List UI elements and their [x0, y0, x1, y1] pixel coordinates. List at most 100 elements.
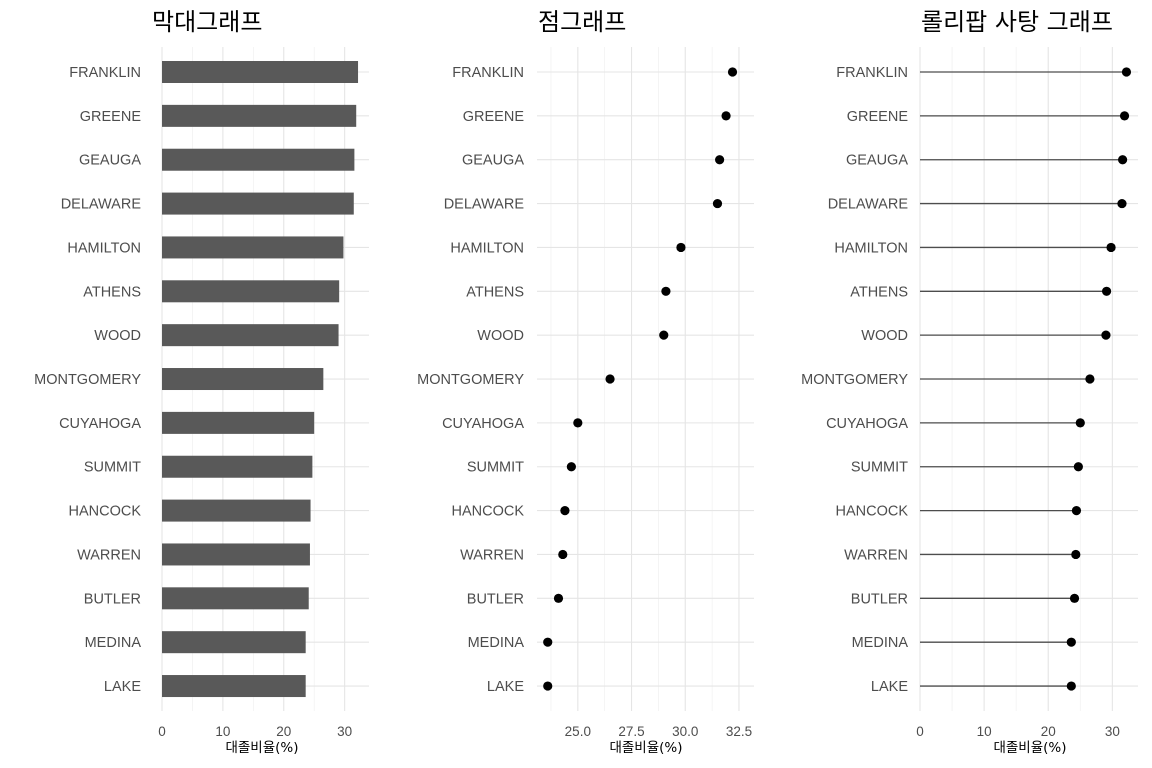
- bar-franklin: [162, 61, 359, 83]
- bar-category-label: DELAWARE: [61, 197, 142, 213]
- lollipop-head-lake: [1066, 681, 1076, 691]
- point-geauga: [715, 155, 725, 165]
- lollipop-category-label: WARREN: [844, 547, 908, 563]
- bar-chart-title: 막대그래프: [152, 8, 262, 36]
- dot-x-tick-label: 30.0: [672, 724, 698, 739]
- bar-chart-panel: 막대그래프 대졸비율(%) 0 10 20 30 FRANKLIN GREENE GEAUG…: [34, 8, 369, 756]
- bar-category-label: WOOD: [94, 328, 141, 344]
- lollipop-head-summit: [1073, 462, 1083, 472]
- point-medina: [543, 637, 553, 647]
- bar-butler: [162, 587, 309, 610]
- point-butler: [553, 593, 564, 603]
- lollipop-head-franklin: [1121, 67, 1132, 77]
- bar-category-label: SUMMIT: [84, 460, 141, 476]
- bar-x-tick-label: 0: [158, 724, 166, 739]
- bar-category-label: HAMILTON: [67, 240, 141, 256]
- lollipop-category-label: BUTLER: [851, 591, 908, 607]
- point-athens: [661, 286, 671, 296]
- lollipop-category-label: ATHENS: [850, 284, 908, 300]
- bar-category-label: BUTLER: [84, 591, 141, 607]
- bar-x-tick-label: 30: [337, 724, 352, 739]
- bar-category-label: LAKE: [104, 679, 141, 695]
- dot-category-label: CUYAHOGA: [442, 416, 524, 432]
- bar-category-label: GREENE: [80, 109, 142, 125]
- point-hamilton: [676, 242, 686, 253]
- bar-category-label: ATHENS: [83, 284, 141, 300]
- lollipop-x-tick-label: 30: [1105, 724, 1120, 739]
- point-hancock: [560, 506, 570, 516]
- bar-summit: [162, 455, 313, 478]
- bar-delaware: [162, 192, 354, 215]
- lollipop-head-geauga: [1118, 155, 1128, 165]
- bar-category-label: GEAUGA: [79, 153, 141, 169]
- lollipop-category-label: FRANKLIN: [836, 65, 908, 81]
- lollipop-category-label: MONTGOMERY: [801, 372, 908, 388]
- point-franklin: [727, 67, 738, 77]
- bar-category-label: MEDINA: [85, 635, 142, 651]
- bar-montgomery: [162, 368, 324, 391]
- bar-warren: [162, 543, 310, 566]
- lollipop-x-tick-label: 10: [977, 724, 992, 739]
- lollipop-category-label: HAMILTON: [834, 240, 908, 256]
- bar-category-label: HANCOCK: [68, 504, 141, 520]
- bar-x-tick-label: 10: [215, 724, 230, 739]
- dot-x-tick-label: 32.5: [726, 724, 752, 739]
- lollipop-category-label: WOOD: [861, 328, 908, 344]
- lollipop-head-athens: [1101, 286, 1112, 296]
- lollipop-category-label: GREENE: [847, 109, 909, 125]
- dot-x-tick-label: 25.0: [565, 724, 591, 739]
- point-montgomery: [605, 374, 615, 384]
- lollipop-category-label: HANCOCK: [835, 504, 908, 520]
- dot-category-label: LAKE: [487, 679, 524, 695]
- lollipop-head-warren: [1071, 549, 1081, 560]
- point-greene: [721, 111, 731, 121]
- lollipop-chart-panel: 롤리팝 사탕 그래프 대졸비율(%) 0 10 20 30 FRANKLIN GREENE…: [801, 8, 1138, 756]
- lollipop-category-label: DELAWARE: [828, 197, 909, 213]
- bar-hancock: [162, 499, 311, 522]
- bar-hamilton: [162, 236, 344, 259]
- dot-category-label: WARREN: [460, 547, 524, 563]
- dot-category-label: BUTLER: [467, 591, 524, 607]
- lollipop-category-label: SUMMIT: [851, 460, 908, 476]
- point-cuyahoga: [573, 418, 583, 428]
- dot-chart-title: 점그래프: [538, 8, 626, 36]
- dot-category-label: HANCOCK: [451, 504, 524, 520]
- point-summit: [566, 462, 576, 472]
- lollipop-head-medina: [1066, 637, 1076, 647]
- bar-chart-x-axis-label: 대졸비율(%): [225, 740, 298, 756]
- bar-category-label: WARREN: [77, 547, 141, 563]
- dot-category-label: ATHENS: [466, 284, 524, 300]
- lollipop-head-cuyahoga: [1075, 418, 1085, 428]
- bar-x-tick-label: 20: [276, 724, 291, 739]
- bar-athens: [162, 280, 340, 303]
- bar-greene: [162, 104, 357, 127]
- bar-category-label: CUYAHOGA: [59, 416, 141, 432]
- dot-chart-x-axis-label: 대졸비율(%): [609, 740, 682, 756]
- point-delaware: [712, 198, 723, 209]
- dot-category-label: WOOD: [477, 328, 524, 344]
- dot-grid: [537, 47, 754, 711]
- lollipop-head-butler: [1069, 593, 1080, 603]
- dot-chart-panel: 점그래프 대졸비율(%) 25.0 27.5 30.0 32.5 FRANKLIN GRE…: [417, 8, 754, 756]
- bar-medina: [162, 631, 306, 654]
- bar-category-label: FRANKLIN: [69, 65, 141, 81]
- lollipop-category-label: GEAUGA: [846, 153, 908, 169]
- dot-category-label: GREENE: [463, 109, 525, 125]
- dot-category-label: MONTGOMERY: [417, 372, 524, 388]
- bar-geauga: [162, 148, 355, 171]
- dot-category-label: GEAUGA: [462, 153, 524, 169]
- point-warren: [558, 549, 568, 560]
- bar-category-label: MONTGOMERY: [34, 372, 141, 388]
- bar-wood: [162, 324, 339, 347]
- point-lake: [543, 681, 553, 691]
- dot-x-tick-label: 27.5: [618, 724, 644, 739]
- lollipop-head-montgomery: [1085, 374, 1095, 384]
- dot-category-label: DELAWARE: [444, 197, 525, 213]
- bar-cuyahoga: [162, 411, 315, 434]
- lollipop-head-wood: [1101, 330, 1111, 340]
- dot-category-label: SUMMIT: [467, 460, 524, 476]
- lollipop-x-tick-label: 20: [1041, 724, 1056, 739]
- dot-category-label: FRANKLIN: [452, 65, 524, 81]
- lollipop-head-hancock: [1071, 506, 1082, 516]
